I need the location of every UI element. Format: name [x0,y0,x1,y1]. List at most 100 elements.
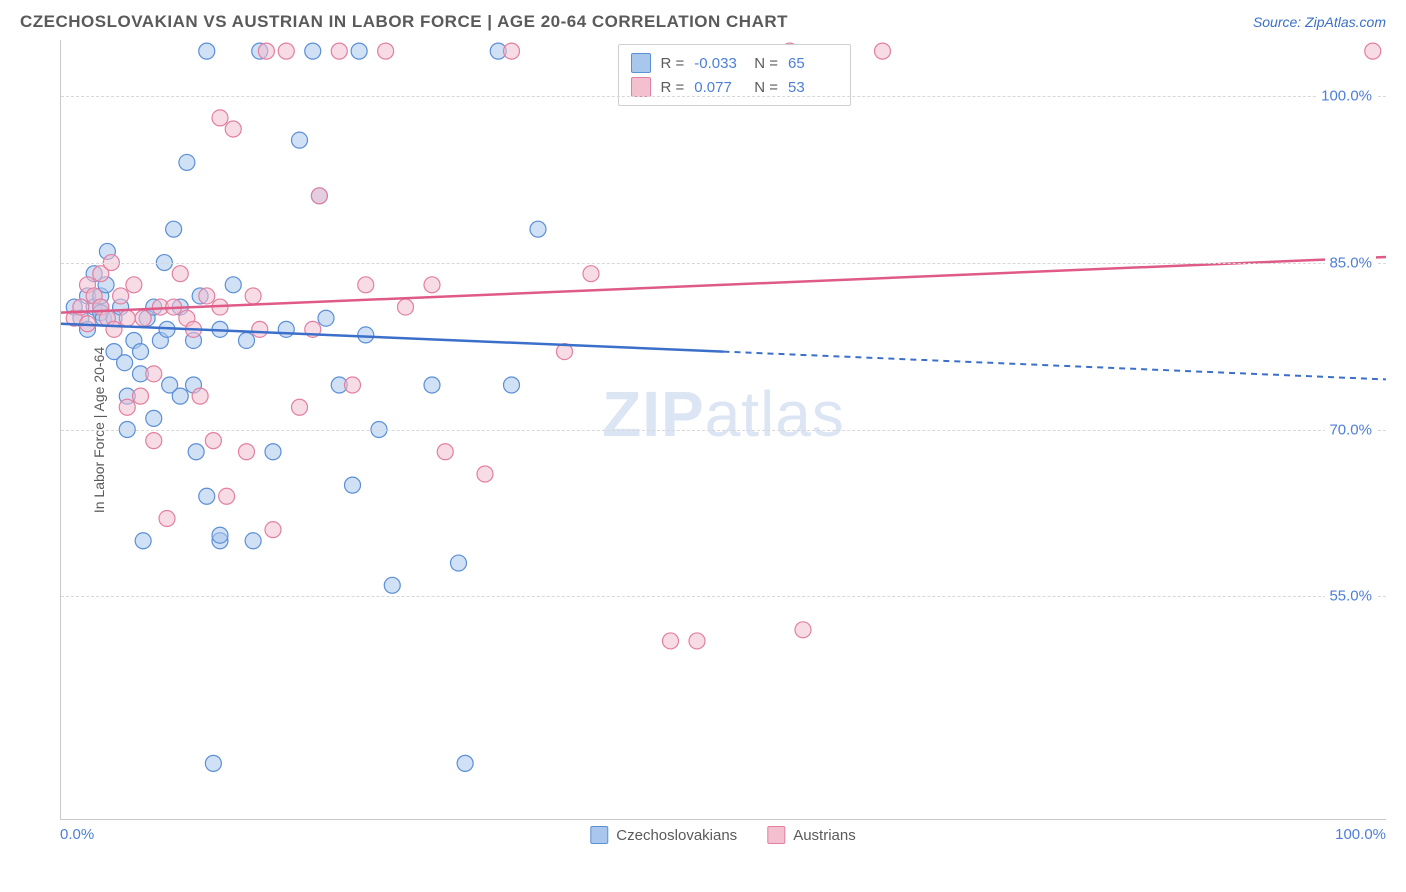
data-point [146,366,162,382]
data-point [245,288,261,304]
y-tick-label: 70.0% [1325,421,1376,438]
data-point [146,433,162,449]
gridline [61,96,1386,97]
bottom-legend: Czechoslovakians Austrians [590,826,855,844]
stats-row: R = -0.033 N = 65 [631,51,839,75]
data-point [212,110,228,126]
data-point [146,410,162,426]
trend-line-dashed [724,352,1387,380]
data-point [663,633,679,649]
gridline [61,430,1386,431]
legend-label: Czechoslovakians [616,827,737,844]
data-point [292,399,308,415]
y-tick-label: 100.0% [1317,87,1376,104]
chart-header: CZECHOSLOVAKIAN VS AUSTRIAN IN LABOR FOR… [0,0,1406,40]
data-point [451,555,467,571]
data-point [133,388,149,404]
data-point [252,321,268,337]
x-axis: 0.0% Czechoslovakians Austrians 100.0% [60,826,1386,848]
legend-item: Austrians [767,826,856,844]
chart-plot-area: In Labor Force | Age 20-64 ZIPatlas R =-… [60,40,1386,820]
data-point [477,466,493,482]
data-point [292,132,308,148]
data-point [205,433,221,449]
stats-swatch [631,77,651,97]
stats-legend-box: R = -0.033 N = 65 R = 0.077 N = 53 [618,44,852,106]
data-point [225,277,241,293]
data-point [318,310,334,326]
data-point [192,388,208,404]
data-point [117,355,133,371]
source-label[interactable]: Source: ZipAtlas.com [1253,14,1386,30]
data-point [530,221,546,237]
data-point [437,444,453,460]
data-point [358,327,374,343]
data-point [135,533,151,549]
data-point [126,277,142,293]
trend-line [61,257,1386,313]
data-point [875,43,891,59]
data-point [119,399,135,415]
y-tick-label: 85.0% [1325,254,1376,271]
data-point [345,377,361,393]
data-point [113,288,129,304]
y-tick-label: 55.0% [1325,588,1376,605]
stats-r-label: R = [661,79,685,96]
gridline [61,263,1386,264]
data-point [245,533,261,549]
legend-label: Austrians [793,827,856,844]
stats-r-value: 0.077 [694,79,744,96]
data-point [265,522,281,538]
data-point [504,43,520,59]
data-point [504,377,520,393]
x-tick-left: 0.0% [60,826,94,843]
data-point [331,43,347,59]
data-point [106,321,122,337]
data-point [199,43,215,59]
data-point [135,310,151,326]
stats-n-label: N = [754,79,778,96]
legend-item: Czechoslovakians [590,826,737,844]
data-point [689,633,705,649]
data-point [457,755,473,771]
data-point [351,43,367,59]
data-point [212,527,228,543]
data-point [265,444,281,460]
data-point [358,277,374,293]
gridline [61,596,1386,597]
stats-swatch [631,53,651,73]
stats-n-value: 65 [788,55,838,72]
data-point [133,344,149,360]
data-point [424,377,440,393]
stats-r-label: R = [661,55,685,72]
data-point [225,121,241,137]
data-point [384,577,400,593]
data-point [278,321,294,337]
chart-title: CZECHOSLOVAKIAN VS AUSTRIAN IN LABOR FOR… [20,12,788,32]
data-point [583,266,599,282]
data-point [345,477,361,493]
data-point [205,755,221,771]
legend-swatch [590,826,608,844]
stats-r-value: -0.033 [694,55,744,72]
data-point [278,43,294,59]
data-point [199,488,215,504]
data-point [258,43,274,59]
data-point [398,299,414,315]
data-point [378,43,394,59]
data-point [1365,43,1381,59]
data-point [424,277,440,293]
data-point [795,622,811,638]
data-point [172,388,188,404]
stats-n-value: 53 [788,79,838,96]
data-point [311,188,327,204]
data-point [239,332,255,348]
data-point [172,266,188,282]
data-point [219,488,235,504]
stats-n-label: N = [754,55,778,72]
data-point [199,288,215,304]
data-point [166,221,182,237]
x-tick-right: 100.0% [1335,826,1386,843]
legend-swatch [767,826,785,844]
data-point [305,43,321,59]
